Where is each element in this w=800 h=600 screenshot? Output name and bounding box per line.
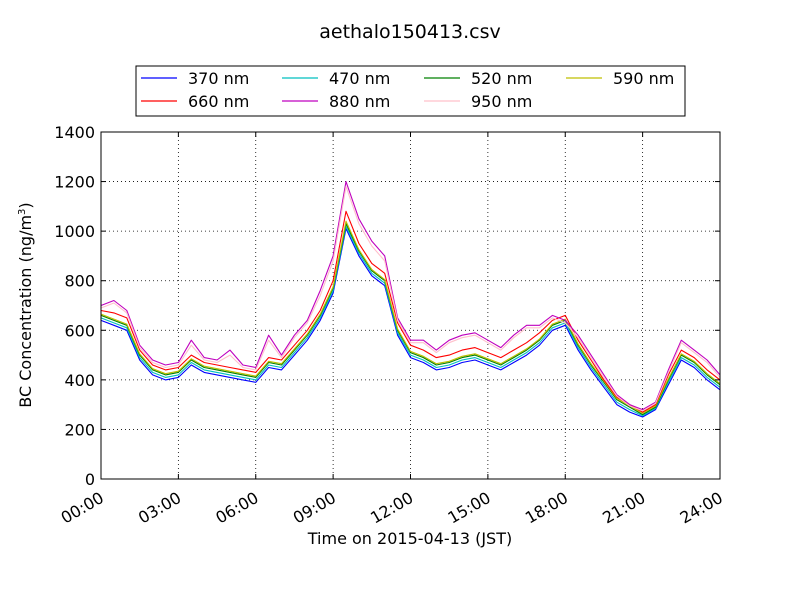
legend-label: 470 nm <box>329 69 390 88</box>
series-layer <box>100 181 721 418</box>
x-tick-label: 24:00 <box>677 488 726 528</box>
x-tick-label: 15:00 <box>444 488 493 528</box>
series-line-370-nm <box>100 228 721 418</box>
y-tick-label: 200 <box>64 420 95 439</box>
x-tick-label: 00:00 <box>58 488 107 528</box>
chart-title: aethalo150413.csv <box>319 21 501 43</box>
y-axis-label-end: ) <box>16 202 35 208</box>
x-axis-label: Time on 2015-04-13 (JST) <box>307 529 512 548</box>
y-tick-label: 1400 <box>54 123 95 142</box>
series-line-590-nm <box>100 220 721 414</box>
legend-label: 520 nm <box>471 69 532 88</box>
series-line-520-nm <box>100 223 721 416</box>
series-line-880-nm <box>100 181 721 411</box>
legend-label: 880 nm <box>329 92 390 111</box>
y-tick-label: 0 <box>85 470 95 489</box>
legend-label: 950 nm <box>471 92 532 111</box>
y-tick-label: 1000 <box>54 222 95 241</box>
legend-label: 590 nm <box>613 69 674 88</box>
legend: 370 nm 470 nm 520 nm 590 nm 660 nm 880 nm 950 … <box>135 65 686 117</box>
x-tick-label: 21:00 <box>599 488 648 528</box>
x-tick-label: 12:00 <box>367 488 416 528</box>
y-axis-label-superscript: 3 <box>17 209 28 215</box>
x-tick-label: 03:00 <box>135 488 184 528</box>
y-tick-label: 400 <box>64 371 95 390</box>
y-tick-label: 800 <box>64 272 95 291</box>
x-tick-label: 18:00 <box>522 488 571 528</box>
plot-area <box>101 132 720 479</box>
y-tick-label: 600 <box>64 321 95 340</box>
x-tick-label: 09:00 <box>290 488 339 528</box>
x-tick-label: 06:00 <box>212 488 261 528</box>
legend-label: 370 nm <box>188 69 249 88</box>
y-axis-label-main: BC Concentration (ng/m <box>16 215 35 408</box>
y-tick-label: 1200 <box>54 173 95 192</box>
y-axis-label: BC Concentration (ng/m3) <box>16 202 35 407</box>
legend-label: 660 nm <box>188 92 249 111</box>
series-line-950-nm <box>100 185 721 412</box>
legend-frame <box>135 65 686 117</box>
series-line-660-nm <box>100 210 721 413</box>
series-line-470-nm <box>100 225 721 417</box>
